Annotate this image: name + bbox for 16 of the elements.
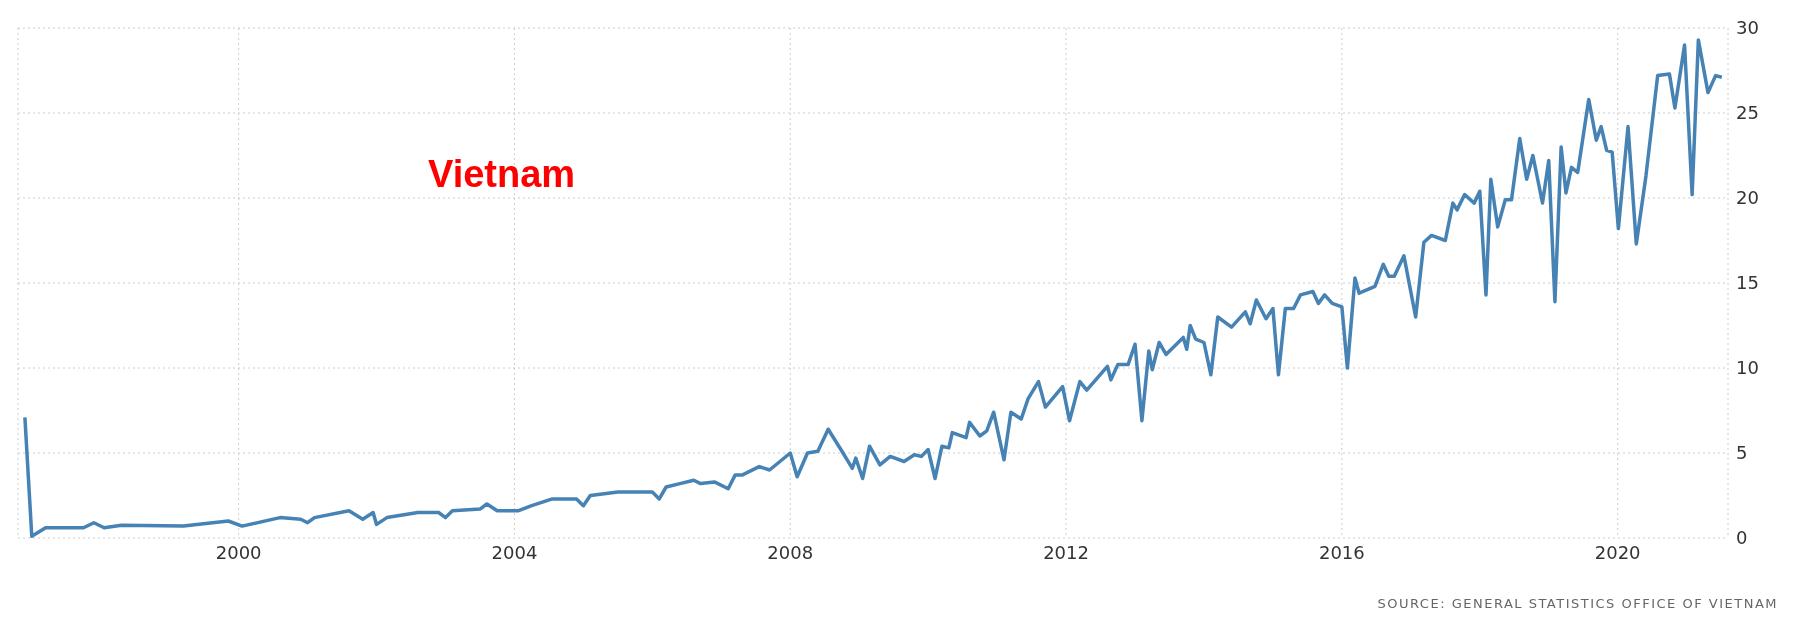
- y-tick-label: 5: [1736, 442, 1748, 464]
- x-tick-label: 2008: [767, 541, 814, 563]
- x-tick-label: 2000: [215, 541, 262, 563]
- x-tick-label: 2020: [1594, 541, 1641, 563]
- y-tick-label: 20: [1736, 187, 1759, 209]
- x-tick-label: 2012: [1043, 541, 1089, 563]
- y-tick-label: 15: [1736, 272, 1759, 294]
- source-note: SOURCE: GENERAL STATISTICS OFFICE OF VIETNAM: [1376, 596, 1779, 611]
- x-tick-label: 2004: [491, 541, 538, 563]
- y-tick-label: 10: [1736, 357, 1759, 379]
- y-tick-label: 25: [1736, 102, 1759, 124]
- x-tick-label: 2016: [1318, 541, 1365, 563]
- text: Vietnam: [428, 153, 576, 196]
- y-tick-label: 30: [1736, 17, 1759, 39]
- y-tick-label: 0: [1736, 527, 1748, 549]
- line-series: [23, 38, 1724, 538]
